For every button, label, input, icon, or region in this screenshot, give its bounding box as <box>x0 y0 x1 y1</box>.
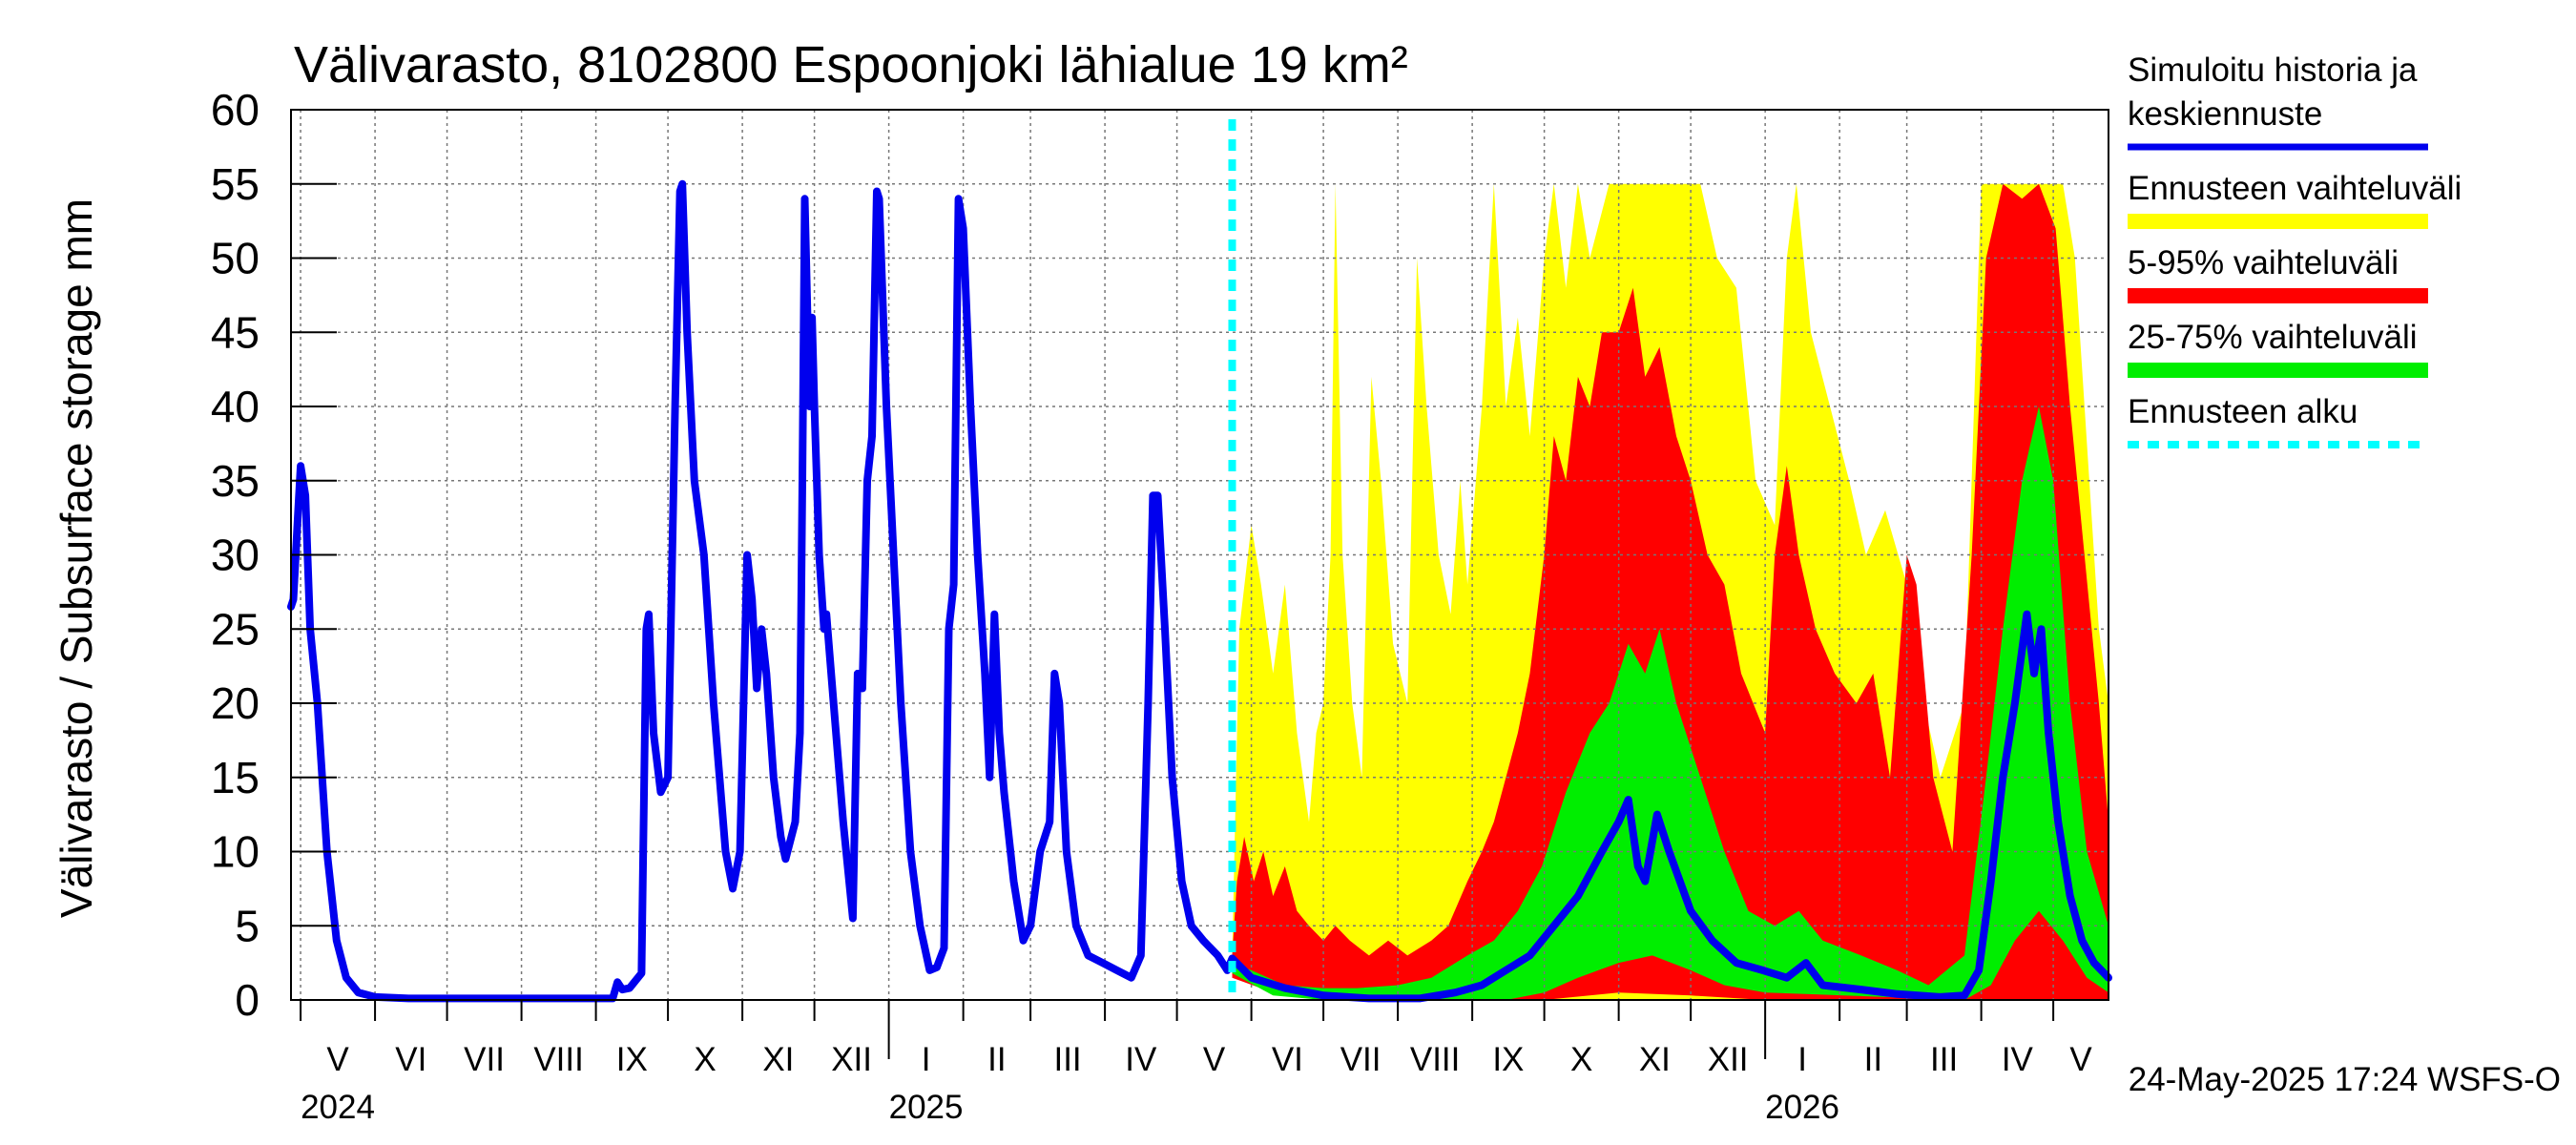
x-month-label: IV <box>1125 1041 1157 1078</box>
legend-label: 25-75% vaihteluväli <box>2128 319 2418 356</box>
x-month-label: VI <box>1272 1041 1303 1078</box>
y-tick-label: 40 <box>211 382 260 431</box>
x-month-label: XII <box>1708 1041 1749 1078</box>
x-axis: V VI VII VIII IX X XI XII I II III IV V VI VII VIII IX X X… <box>291 999 2109 1126</box>
legend-label: Simuloitu historia ja <box>2128 52 2418 89</box>
y-tick-label: 45 <box>211 307 260 357</box>
x-month-label: X <box>1570 1041 1592 1078</box>
y-tick-label: 55 <box>211 159 260 209</box>
y-tick-label: 10 <box>211 827 260 877</box>
series-lines <box>287 119 2112 1003</box>
x-month-label: VIII <box>1410 1041 1461 1078</box>
x-month-label: VIII <box>533 1041 584 1078</box>
x-month-label: XI <box>762 1041 794 1078</box>
y-axis: 0 5 10 15 20 25 30 35 40 45 50 55 60 <box>211 85 337 1025</box>
x-month-label: I <box>1797 1041 1807 1078</box>
x-month-label: X <box>694 1041 716 1078</box>
y-tick-label: 15 <box>211 753 260 802</box>
x-month-label: XI <box>1639 1041 1671 1078</box>
y-tick-label: 35 <box>211 456 260 506</box>
band-2 <box>1232 406 2109 1000</box>
y-tick-label: 0 <box>235 975 260 1025</box>
footer-timestamp: 24-May-2025 17:24 WSFS-O <box>2129 1061 2561 1098</box>
x-month-label: VI <box>395 1041 426 1078</box>
x-month-label: II <box>987 1041 1006 1078</box>
legend-label: keskiennuste <box>2128 95 2322 133</box>
x-month-label: VII <box>464 1041 505 1078</box>
series-line-0 <box>287 179 2112 1003</box>
y-tick-label: 5 <box>235 901 260 950</box>
y-axis-label: Välivarasto / Subsurface storage mm <box>52 198 101 918</box>
legend-label: 5-95% vaihteluväli <box>2128 244 2399 281</box>
y-tick-label: 60 <box>211 85 260 135</box>
x-year-label: 2026 <box>1765 1089 1839 1126</box>
x-month-label: IX <box>1492 1041 1524 1078</box>
chart-title: Välivarasto, 8102800 Espoonjoki lähialue… <box>294 36 1408 94</box>
forecast-bands <box>1232 183 2109 1001</box>
x-month-label: XII <box>831 1041 872 1078</box>
legend: Simuloitu historia ja keskiennuste Ennuste… <box>2128 52 2462 448</box>
x-year-label: 2024 <box>301 1089 375 1126</box>
y-tick-label: 20 <box>211 678 260 728</box>
x-month-label: III <box>1930 1041 1958 1078</box>
legend-label: Ennusteen alku <box>2128 393 2358 430</box>
x-month-label: I <box>922 1041 931 1078</box>
x-month-label: III <box>1053 1041 1081 1078</box>
plot-area <box>287 109 2112 1003</box>
x-month-label: V <box>1203 1041 1226 1078</box>
x-month-label: IV <box>2002 1041 2034 1078</box>
band-1 <box>1232 183 2109 1001</box>
x-year-label: 2025 <box>889 1089 964 1126</box>
x-month-label: II <box>1864 1041 1882 1078</box>
x-month-label: V <box>326 1041 349 1078</box>
x-month-label: IX <box>616 1041 648 1078</box>
legend-label: Ennusteen vaihteluväli <box>2128 170 2462 207</box>
x-month-label: V <box>2069 1041 2092 1078</box>
y-tick-label: 30 <box>211 531 260 580</box>
y-tick-label: 50 <box>211 234 260 283</box>
y-tick-label: 25 <box>211 604 260 654</box>
x-month-label: VII <box>1340 1041 1381 1078</box>
